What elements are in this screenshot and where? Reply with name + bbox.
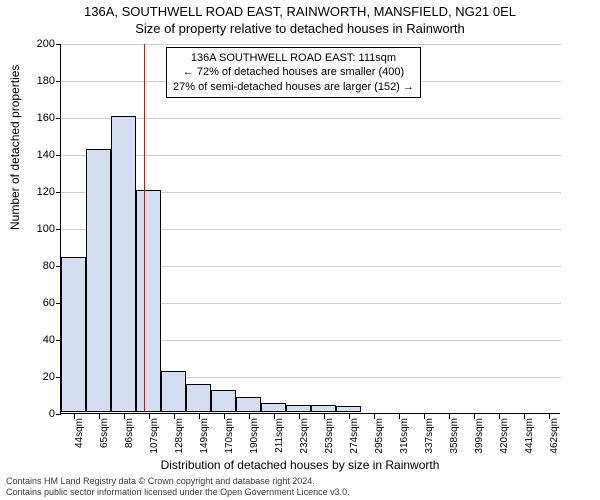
reference-line [144,44,145,412]
ytick-label: 140 [15,149,55,161]
x-axis-label: Distribution of detached houses by size … [0,458,600,472]
ytick-mark [56,44,61,45]
title-main: 136A, SOUTHWELL ROAD EAST, RAINWORTH, MA… [0,0,600,19]
ytick-label: 0 [15,408,55,420]
ytick-mark [56,155,61,156]
ytick-mark [56,192,61,193]
grid-line [61,44,561,45]
histogram-bar [61,257,86,412]
footer-line2: Contains public sector information licen… [6,487,594,498]
ytick-mark [56,118,61,119]
histogram-bar [86,149,111,412]
ytick-label: 120 [15,186,55,198]
ytick-label: 100 [15,223,55,235]
grid-line [61,118,561,119]
grid-line [61,155,561,156]
histogram-bar [211,390,236,412]
histogram-bar [261,403,286,412]
ytick-label: 200 [15,38,55,50]
title-sub: Size of property relative to detached ho… [0,19,600,36]
histogram-bar [311,405,336,412]
footer-attribution: Contains HM Land Registry data © Crown c… [0,474,600,500]
footer-line1: Contains HM Land Registry data © Crown c… [6,476,594,487]
info-box-line: ← 72% of detached houses are smaller (40… [173,65,414,79]
info-box: 136A SOUTHWELL ROAD EAST: 111sqm← 72% of… [166,47,421,98]
histogram-bar [161,371,186,412]
ytick-mark [56,229,61,230]
histogram-bar [286,405,311,412]
ytick-label: 60 [15,297,55,309]
ytick-label: 80 [15,260,55,272]
histogram-bar [136,190,161,412]
ytick-mark [56,81,61,82]
ytick-label: 20 [15,371,55,383]
ytick-mark [56,414,61,415]
chart-area: 02040608010012014016018020044sqm65sqm86s… [60,44,560,414]
ytick-label: 160 [15,112,55,124]
ytick-label: 40 [15,334,55,346]
info-box-line: 136A SOUTHWELL ROAD EAST: 111sqm [173,51,414,65]
histogram-bar [111,116,136,412]
histogram-bar [336,406,361,412]
info-box-line: 27% of semi-detached houses are larger (… [173,80,414,94]
histogram-bar [236,397,261,412]
ytick-label: 180 [15,75,55,87]
plot-region: 02040608010012014016018020044sqm65sqm86s… [60,44,560,414]
histogram-bar [186,384,211,412]
y-axis-label: Number of detached properties [8,65,22,230]
chart-container: 136A, SOUTHWELL ROAD EAST, RAINWORTH, MA… [0,0,600,500]
